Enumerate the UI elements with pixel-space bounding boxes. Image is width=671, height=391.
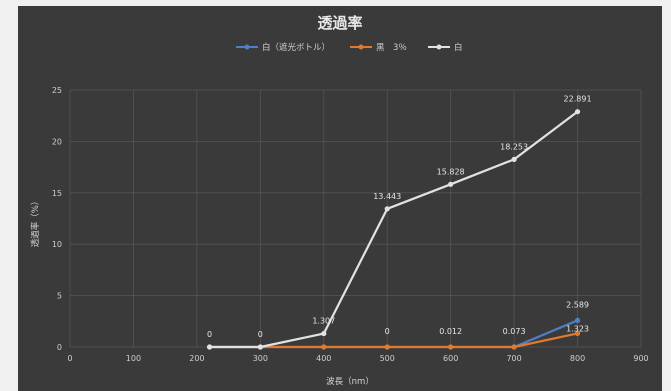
x-tick-label: 600 [443, 354, 458, 363]
data-label: 0.012 [439, 327, 462, 336]
y-tick-label: 20 [52, 137, 62, 146]
x-tick-label: 500 [380, 354, 395, 363]
legend-marker [244, 44, 250, 50]
x-tick-label: 100 [126, 354, 141, 363]
data-point [257, 344, 263, 350]
series-group [206, 109, 581, 350]
legend-marker [358, 44, 364, 50]
x-axis-label: 波長（nm） [326, 376, 374, 387]
y-axis-label: 透過率（%） [30, 197, 41, 248]
x-tick-label: 300 [253, 354, 268, 363]
transmittance-chart: 透過率 白（遮光ボトル）黒 3％白 0 100 200 300 400 500 600 700… [30, 14, 649, 387]
data-label: 15.828 [437, 167, 465, 176]
legend: 白（遮光ボトル） 黒 3％ 白 [236, 42, 463, 53]
data-point [511, 344, 517, 350]
data-label: 2.589 [566, 300, 589, 309]
data-point [574, 317, 581, 323]
y-tick-label: 10 [52, 240, 62, 249]
data-point [321, 344, 327, 350]
data-point [384, 344, 390, 350]
y-tick-label: 0 [57, 343, 62, 352]
data-labels: 2.589 1.323 0 0 1.307 13.443 15.828 18.253 22.89… [207, 95, 592, 339]
legend-entry: 白（遮光ボトル） [262, 42, 330, 53]
data-label: 0 [258, 330, 263, 339]
data-label: 22.891 [564, 95, 592, 104]
x-tick-label: 200 [189, 354, 204, 363]
x-tick-label: 800 [570, 354, 585, 363]
data-point [448, 344, 454, 350]
legend-entry: 黒 3％ [376, 43, 407, 53]
legend-entry: 白 [454, 42, 463, 53]
x-tick-label: 0 [67, 354, 72, 363]
data-point [574, 330, 581, 336]
data-point [384, 206, 390, 212]
data-label: 0.073 [503, 327, 526, 336]
y-tick-label: 15 [52, 189, 62, 198]
x-tick-label: 400 [316, 354, 331, 363]
y-tick-label: 5 [57, 292, 62, 301]
data-point [574, 109, 581, 115]
data-point [321, 330, 327, 337]
data-label: 18.253 [500, 142, 528, 151]
y-tick-label: 25 [52, 86, 62, 95]
data-label: 0 [385, 327, 390, 336]
y-axis-ticks: 0 5 10 15 20 25 [52, 86, 62, 352]
chart-panel: 透過率 白（遮光ボトル）黒 3％白 0 100 200 300 400 500 600 700… [18, 6, 662, 391]
x-tick-label: 900 [633, 354, 648, 363]
data-point [511, 156, 517, 162]
chart-title: 透過率 [317, 14, 362, 32]
data-point [206, 344, 213, 350]
data-label: 0 [207, 330, 212, 339]
data-label: 1.307 [312, 317, 335, 326]
data-point [448, 181, 454, 187]
legend-marker [436, 44, 442, 50]
x-axis-ticks: 0 100 200 300 400 500 600 700 800 900 [67, 354, 648, 363]
grid [69, 89, 642, 348]
x-tick-label: 700 [506, 354, 521, 363]
data-label: 1.323 [566, 324, 589, 333]
data-label: 13.443 [373, 192, 401, 201]
